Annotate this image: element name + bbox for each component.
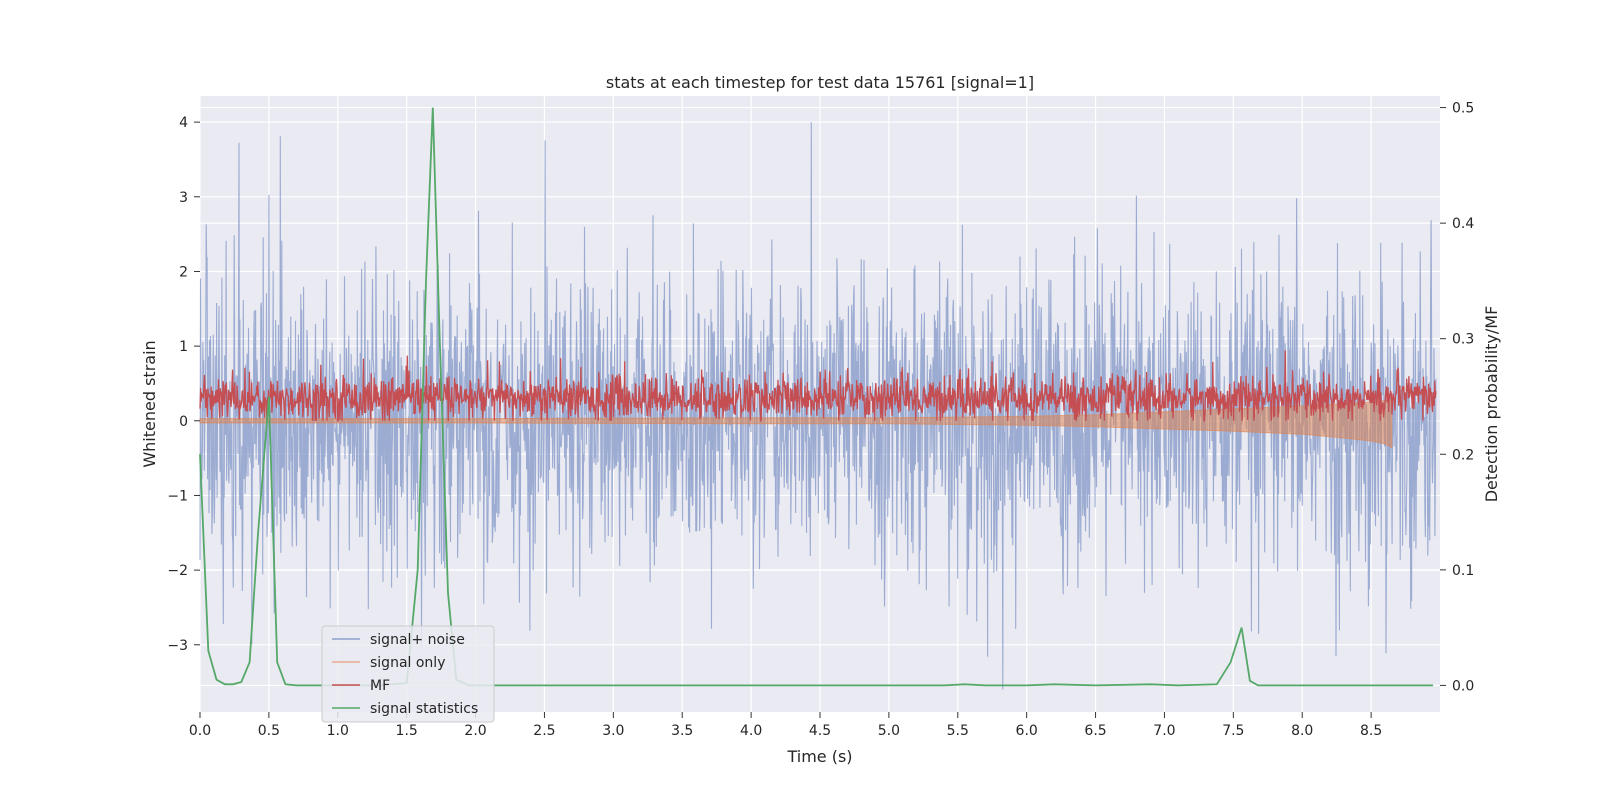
y-axis-right: 0.0 0.1 0.2 0.3 0.4 0.5 [1440,101,1474,694]
x-tick-label: 8.0 [1291,723,1313,739]
x-tick-label: 3.0 [602,723,624,739]
legend-label-mf: MF [370,678,390,694]
y-left-tick-label: 0 [179,414,188,430]
y-left-tick-label: 3 [179,190,188,206]
x-tick-label: 1.0 [327,723,349,739]
legend-box [321,625,495,723]
y-right-tick-label: 0.2 [1452,447,1474,463]
y-axis-left: −3 −2 −1 0 1 2 3 4 [167,115,200,654]
legend-label-signal: signal only [370,655,445,671]
signal-only-series [199,399,1393,449]
x-tick-label: 6.0 [1016,723,1038,739]
x-tick-label: 2.5 [533,723,555,739]
x-tick-label: 7.0 [1153,723,1175,739]
legend-label-stats: signal statistics [370,701,478,717]
x-tick-label: 3.5 [671,723,693,739]
x-tick-label: 4.5 [809,723,831,739]
x-axis-label: Time (s) [786,747,852,766]
legend-label-noise: signal+ noise [370,632,465,648]
y-left-tick-label: −2 [167,563,188,579]
x-tick-label: 2.0 [464,723,486,739]
x-tick-label: 8.5 [1360,723,1382,739]
chart-title: stats at each timestep for test data 157… [606,73,1034,92]
signal-only-band [199,399,1393,449]
y-right-tick-label: 0.5 [1452,101,1474,117]
y-axis-left-label: Whitened strain [140,340,159,467]
y-right-tick-label: 0.0 [1452,678,1474,694]
y-left-tick-label: 1 [179,339,188,355]
x-tick-label: 0.0 [189,723,211,739]
y-right-tick-label: 0.3 [1452,332,1474,348]
x-axis: 0.0 0.5 1.0 1.5 2.0 2.5 3.0 3.5 4.0 4.5 5.0 5.5 6.0 6… [189,712,1382,739]
mf-series [199,350,1437,422]
y-right-tick-label: 0.1 [1452,563,1474,579]
x-tick-label: 4.0 [740,723,762,739]
mf-line [199,350,1437,422]
y-axis-right-label: Detection probability/MF [1482,306,1501,503]
x-tick-label: 1.5 [396,723,418,739]
x-tick-label: 7.5 [1222,723,1244,739]
x-tick-label: 6.5 [1084,723,1106,739]
y-left-tick-label: 4 [179,115,188,131]
y-left-tick-label: −1 [167,488,188,504]
x-tick-label: 0.5 [258,723,280,739]
x-tick-label: 5.0 [878,723,900,739]
y-left-tick-label: 2 [179,264,188,280]
legend: signal+ noise signal only MF signal stat… [321,625,495,723]
y-right-tick-label: 0.4 [1452,216,1474,232]
x-tick-label: 5.5 [947,723,969,739]
y-left-tick-label: −3 [167,638,188,654]
